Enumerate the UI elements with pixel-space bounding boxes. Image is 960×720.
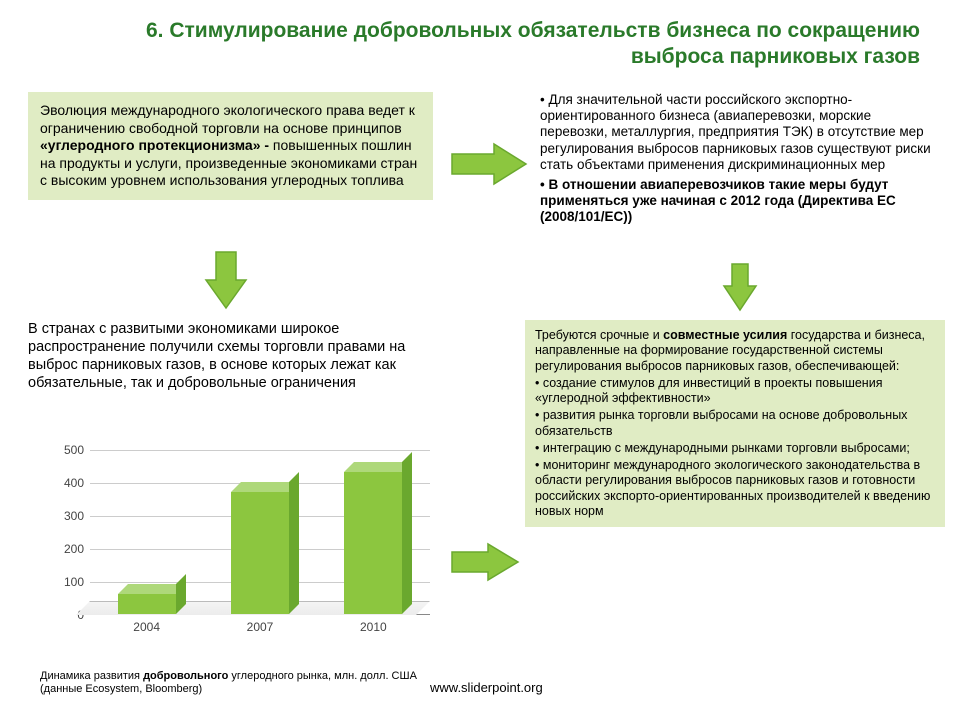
y-tick-label: 200 bbox=[64, 542, 84, 556]
text-right-risks: • Для значительной части российского экс… bbox=[540, 92, 940, 230]
chart-caption: Динамика развития добровольного углеродн… bbox=[40, 670, 450, 696]
box-d-intro-pre: Требуются срочные и bbox=[535, 328, 663, 342]
arrow-right-icon bbox=[450, 140, 528, 188]
chart-bar bbox=[344, 472, 402, 614]
y-tick-label: 400 bbox=[64, 476, 84, 490]
box-d-b1: • создание стимулов для инвестиций в про… bbox=[535, 376, 935, 407]
arrow-right-icon bbox=[450, 540, 520, 584]
chart-bar bbox=[118, 594, 176, 614]
y-tick-label: 100 bbox=[64, 575, 84, 589]
arrow-down-icon bbox=[720, 262, 760, 312]
right-bullet-2: • В отношении авиаперевозчиков такие мер… bbox=[540, 177, 940, 226]
box-urgent-efforts: Требуются срочные и совместные усилия го… bbox=[525, 320, 945, 527]
box-d-b4: • мониторинг международного экологическо… bbox=[535, 458, 935, 519]
box-a-bold: «углеродного протекционизма» - bbox=[40, 137, 269, 153]
chart-bar bbox=[231, 492, 289, 614]
box-a-pre: Эволюция международного экологического п… bbox=[40, 102, 415, 136]
box-evolution: Эволюция международного экологического п… bbox=[28, 92, 433, 200]
caption-pre: Динамика развития bbox=[40, 670, 143, 682]
footer-url: www.sliderpoint.org bbox=[430, 680, 543, 695]
box-d-intro: Требуются срочные и совместные усилия го… bbox=[535, 328, 935, 374]
bar-chart: 0100200300400500 200420072010 bbox=[40, 440, 440, 670]
box-d-b2: • развития рынка торговли выбросами на о… bbox=[535, 408, 935, 439]
slide-title: 6. Стимулирование добровольных обязатель… bbox=[60, 18, 920, 71]
text-left-trading-schemes: В странах с развитыми экономиками широко… bbox=[28, 320, 448, 393]
x-tick-label: 2004 bbox=[133, 620, 160, 634]
x-tick-label: 2010 bbox=[360, 620, 387, 634]
y-tick-label: 500 bbox=[64, 443, 84, 457]
y-tick-label: 300 bbox=[64, 509, 84, 523]
chart-gridline bbox=[90, 450, 430, 451]
caption-bold: добровольного bbox=[143, 670, 228, 682]
box-d-intro-bold: совместные усилия bbox=[663, 328, 787, 342]
arrow-down-icon bbox=[202, 250, 250, 310]
right-bullet-1: • Для значительной части российского экс… bbox=[540, 92, 940, 173]
box-d-b3: • интеграцию с международными рынками то… bbox=[535, 441, 935, 456]
x-tick-label: 2007 bbox=[247, 620, 274, 634]
